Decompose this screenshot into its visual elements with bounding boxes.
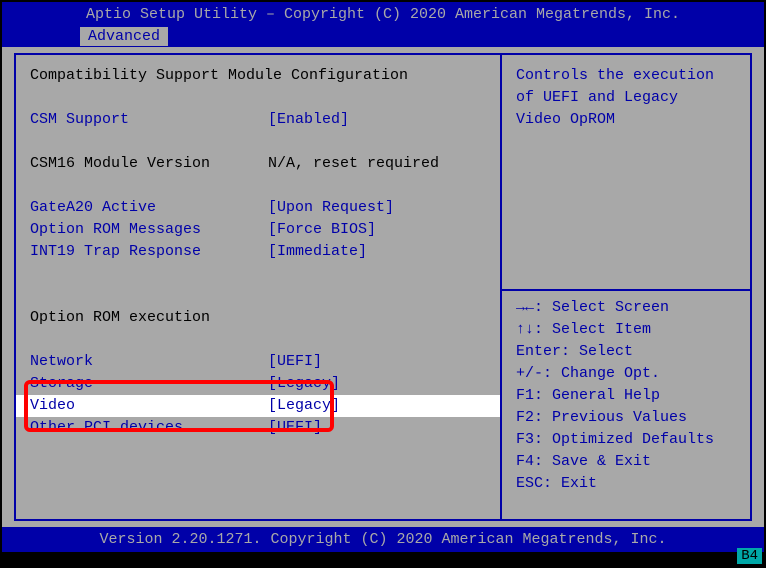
network-row[interactable]: Network [UEFI] (30, 351, 486, 373)
optrom-exec-title: Option ROM execution (30, 307, 486, 329)
csm-support-row[interactable]: CSM Support [Enabled] (30, 109, 486, 131)
csm-support-value: [Enabled] (268, 109, 486, 131)
footer-version: Version 2.20.1271. Copyright (C) 2020 Am… (2, 527, 764, 552)
video-row[interactable]: Video [Legacy] (16, 395, 500, 417)
network-value: [UEFI] (268, 351, 486, 373)
video-label: Video (30, 395, 268, 417)
right-panel: Controls the execution of UEFI and Legac… (502, 53, 752, 521)
section-title: Compatibility Support Module Configurati… (30, 65, 486, 87)
divider (502, 289, 750, 291)
gatea20-label: GateA20 Active (30, 197, 268, 219)
int19-value: [Immediate] (268, 241, 486, 263)
optrom-msg-row[interactable]: Option ROM Messages [Force BIOS] (30, 219, 486, 241)
csm-support-label: CSM Support (30, 109, 268, 131)
header-title: Aptio Setup Utility – Copyright (C) 2020… (2, 2, 764, 27)
video-value: [Legacy] (268, 395, 486, 417)
help-change: +/-: Change Opt. (516, 363, 736, 385)
tab-row: Advanced (2, 27, 764, 47)
int19-row[interactable]: INT19 Trap Response [Immediate] (30, 241, 486, 263)
other-pci-label: Other PCI devices (30, 417, 268, 439)
corner-badge: B4 (737, 548, 762, 564)
optrom-msg-value: [Force BIOS] (268, 219, 486, 241)
desc-line1: Controls the execution (516, 65, 736, 87)
gatea20-row[interactable]: GateA20 Active [Upon Request] (30, 197, 486, 219)
csm16-label: CSM16 Module Version (30, 153, 268, 175)
help-f1: F1: General Help (516, 385, 736, 407)
help-f2: F2: Previous Values (516, 407, 736, 429)
int19-label: INT19 Trap Response (30, 241, 268, 263)
other-pci-value: [UEFI] (268, 417, 486, 439)
help-f3: F3: Optimized Defaults (516, 429, 736, 451)
gatea20-value: [Upon Request] (268, 197, 486, 219)
help-enter: Enter: Select (516, 341, 736, 363)
tab-advanced[interactable]: Advanced (80, 27, 168, 46)
storage-label: Storage (30, 373, 268, 395)
help-esc: ESC: Exit (516, 473, 736, 495)
storage-value: [Legacy] (268, 373, 486, 395)
network-label: Network (30, 351, 268, 373)
other-pci-row[interactable]: Other PCI devices [UEFI] (30, 417, 486, 439)
help-select-item: ↑↓: Select Item (516, 319, 736, 341)
csm16-row: CSM16 Module Version N/A, reset required (30, 153, 486, 175)
desc-line2: of UEFI and Legacy (516, 87, 736, 109)
optrom-msg-label: Option ROM Messages (30, 219, 268, 241)
desc-line3: Video OpROM (516, 109, 736, 131)
help-select-screen: →←: Select Screen (516, 297, 736, 319)
csm16-value: N/A, reset required (268, 153, 486, 175)
left-panel: Compatibility Support Module Configurati… (14, 53, 502, 521)
storage-row[interactable]: Storage [Legacy] (30, 373, 486, 395)
help-f4: F4: Save & Exit (516, 451, 736, 473)
main-area: Compatibility Support Module Configurati… (2, 47, 764, 527)
